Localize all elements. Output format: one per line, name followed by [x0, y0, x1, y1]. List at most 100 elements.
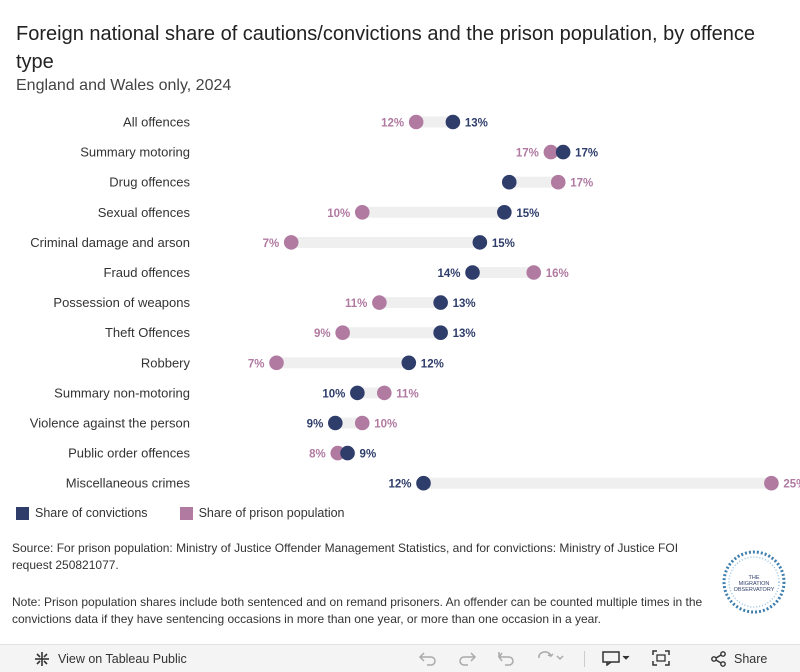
conviction-value-label: 9%: [360, 449, 377, 461]
conviction-point: [497, 205, 512, 220]
view-on-tableau-link[interactable]: View on Tableau Public: [34, 651, 187, 667]
prison-point: [764, 475, 779, 491]
redo-icon[interactable]: [457, 650, 479, 668]
prison-value-label: 25%: [783, 479, 800, 491]
range-bar: [291, 236, 480, 248]
category-label: Fraud offences: [104, 265, 191, 280]
prison-point: [543, 144, 559, 160]
range-bar: [342, 327, 441, 339]
prison-point: [408, 114, 424, 130]
svg-text:OBSERVATORY: OBSERVATORY: [734, 587, 775, 593]
prison-value-label: 16%: [546, 268, 569, 280]
prison-value-label: 17%: [570, 178, 593, 190]
range-bar: [472, 267, 534, 278]
prison-value-label: 8%: [309, 449, 326, 461]
conviction-point: [465, 265, 480, 280]
tableau-logo-icon: [34, 651, 52, 667]
range-bar: [362, 206, 505, 218]
category-label: Sexual offences: [98, 205, 191, 220]
conviction-point: [328, 415, 343, 431]
range-bar: [423, 477, 772, 489]
refresh-icon[interactable]: [535, 650, 567, 668]
prison-point: [354, 415, 370, 431]
category-label: Robbery: [141, 355, 191, 370]
conviction-value-label: 10%: [322, 388, 345, 400]
category-label: Public order offences: [68, 446, 190, 461]
prison-value-label: 17%: [516, 148, 539, 160]
range-bar: [335, 417, 363, 429]
conviction-point: [401, 355, 417, 371]
conviction-value-label: 13%: [453, 328, 476, 340]
prison-point: [372, 295, 387, 310]
legend-convictions-swatch: [16, 506, 29, 520]
conviction-value-label: 12%: [388, 479, 411, 491]
conviction-value-label: 17%: [575, 148, 598, 160]
legend-prison[interactable]: Share of prison population: [179, 506, 345, 520]
category-label: All offences: [123, 115, 190, 130]
legend-prison-label: Share of prison population: [198, 506, 345, 520]
conviction-point: [340, 445, 355, 461]
conviction-value-label: 13%: [453, 298, 476, 310]
range-bar: [276, 357, 409, 369]
prison-point: [526, 265, 542, 280]
conviction-point: [433, 295, 448, 310]
conviction-point: [555, 144, 571, 160]
conviction-value-label: 9%: [307, 419, 324, 431]
conviction-value-label: 12%: [421, 358, 444, 370]
conviction-value-label: 15%: [516, 208, 539, 220]
prison-point: [335, 325, 350, 341]
fullscreen-icon[interactable]: [651, 649, 673, 668]
prison-point: [550, 174, 566, 190]
category-label: Criminal damage and arson: [30, 235, 190, 250]
dumbbell-chart: All offences 12% 13% Summary motoring 17% 17%…: [30, 114, 800, 491]
prison-value-label: 9%: [314, 328, 331, 340]
revert-icon[interactable]: [496, 650, 518, 668]
prison-value-label: 7%: [248, 358, 265, 370]
chart-subtitle: England and Wales only, 2024: [16, 77, 232, 94]
prison-point: [269, 355, 284, 371]
conviction-point: [350, 385, 365, 401]
conviction-point: [416, 475, 431, 491]
conviction-value-label: 14%: [437, 268, 460, 280]
range-bar: [416, 116, 453, 128]
prison-point: [354, 205, 370, 220]
category-label: Theft Offences: [105, 325, 191, 340]
conviction-point: [445, 114, 461, 130]
prison-value-label: 11%: [345, 298, 367, 310]
category-label: Drug offences: [109, 175, 190, 190]
legend-convictions[interactable]: Share of convictions: [16, 506, 148, 520]
legend-convictions-label: Share of convictions: [35, 506, 148, 520]
conviction-point: [433, 325, 448, 341]
conviction-point: [472, 235, 488, 250]
prison-point: [283, 235, 299, 250]
chart-title: Foreign national share of cautions/convi…: [16, 23, 756, 73]
category-label: Miscellaneous crimes: [66, 476, 191, 491]
prison-value-label: 11%: [396, 388, 418, 400]
share-button[interactable]: Share: [710, 650, 768, 667]
undo-icon[interactable]: [418, 650, 440, 668]
category-label: Possession of weapons: [53, 295, 190, 310]
view-on-tableau-label: View on Tableau Public: [58, 651, 187, 666]
legend: Share of convictions Share of prison pop…: [16, 506, 377, 520]
conviction-value-label: 13%: [465, 118, 488, 130]
prison-point: [377, 385, 392, 401]
tableau-footer: View on Tableau Public Share: [0, 644, 800, 672]
svg-text:MIGRATION: MIGRATION: [739, 581, 770, 587]
range-bar: [357, 387, 385, 399]
conviction-value-label: 15%: [492, 238, 515, 250]
conviction-point: [501, 174, 517, 190]
source-note: Source: For prison population: Ministry …: [12, 541, 679, 572]
range-bar: [379, 297, 441, 309]
svg-text:THE: THE: [749, 575, 760, 581]
footer-divider: [584, 650, 585, 667]
prison-value-label: 10%: [327, 208, 350, 220]
migration-observatory-logo: THE MIGRATION OBSERVATORY: [720, 548, 788, 616]
category-label: Violence against the person: [30, 416, 190, 431]
comment-icon[interactable]: [602, 650, 634, 668]
share-label: Share: [734, 651, 768, 666]
prison-value-label: 7%: [263, 238, 280, 250]
footnote: Note: Prison population shares include b…: [12, 595, 703, 626]
category-label: Summary non-motoring: [54, 385, 190, 400]
legend-prison-swatch: [179, 506, 193, 520]
prison-value-label: 10%: [374, 419, 397, 431]
